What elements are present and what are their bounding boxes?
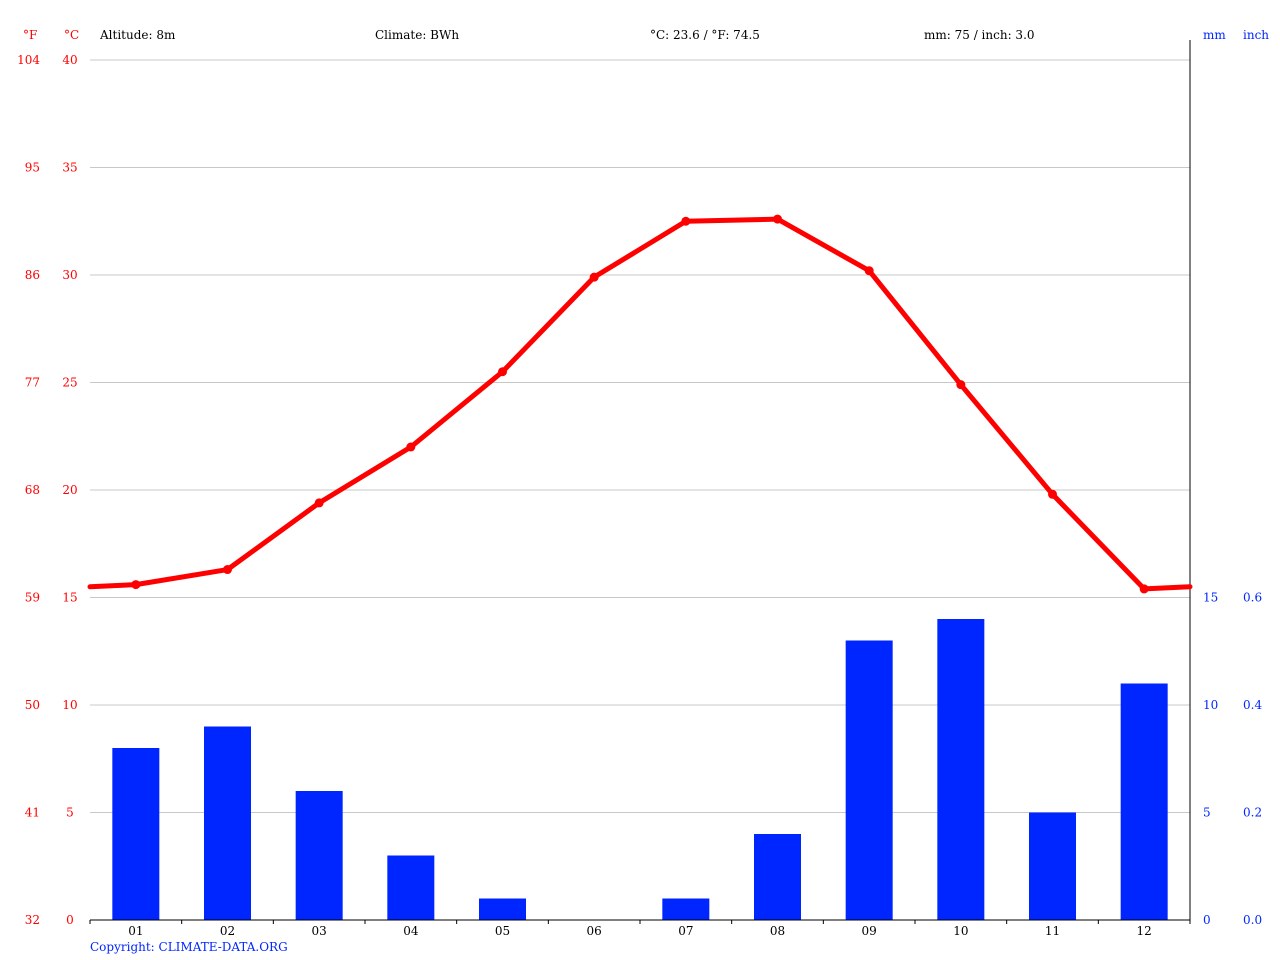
celsius-tick-label: 15 [62,591,77,605]
precipitation-bar [662,898,710,920]
celsius-tick-label: 0 [66,913,74,927]
precipitation-bar [479,898,526,920]
precipitation-bar [937,619,985,920]
temperature-point [406,442,416,452]
precipitation-bar [112,748,160,920]
copyright-text: Copyright: CLIMATE-DATA.ORG [90,940,288,954]
mm-tick-label: 15 [1203,591,1218,605]
grid-lines [90,59,1190,813]
precipitation-bar [204,726,251,920]
fahrenheit-tick-label: 50 [25,698,40,712]
fahrenheit-tick-label: 77 [25,376,40,390]
month-tick-label: 01 [128,924,143,938]
celsius-tick-label: 30 [62,268,77,282]
temperature-point [681,216,691,226]
fahrenheit-tick-label: 86 [25,268,40,282]
month-tick-label: 05 [495,924,510,938]
celsius-tick-label: 25 [62,376,77,390]
celsius-tick-label: 35 [62,161,77,175]
celsius-tick-label: 10 [62,698,77,712]
average-temperature-text: °C: 23.6 / °F: 74.5 [650,28,760,42]
precipitation-bar [1120,683,1168,920]
mm-tick-label: 5 [1203,806,1211,820]
month-tick-label: 03 [312,924,327,938]
month-tick-label: 04 [403,924,419,938]
fahrenheit-tick-label: 68 [25,483,40,497]
inch-tick-label: 0.4 [1243,698,1262,712]
month-tick-label: 06 [587,924,602,938]
temperature-point [589,272,599,282]
month-tick-label: 10 [953,924,968,938]
celsius-tick-label: 5 [66,806,74,820]
fahrenheit-tick-label: 59 [25,591,40,605]
fahrenheit-tick-label: 104 [17,53,40,67]
month-tick-label: 02 [220,924,235,938]
temperature-point [864,266,874,276]
temperature-point [223,565,232,575]
celsius-unit-label: °C [64,28,80,42]
altitude-text: Altitude: 8m [100,28,176,42]
temperature-line-path [87,216,1193,592]
precipitation-bars [112,619,1168,920]
month-tick-label: 12 [1137,924,1152,938]
month-tick-label: 07 [678,924,693,938]
temperature-point [314,498,324,508]
fahrenheit-tick-label: 41 [25,806,40,820]
precipitation-bar [845,640,893,920]
inch-tick-label: 0.6 [1243,591,1262,605]
temperature-point [956,380,966,390]
celsius-tick-label: 40 [62,53,77,67]
axes [89,40,1191,924]
celsius-tick-label: 20 [62,483,77,497]
month-tick-label: 08 [770,924,785,938]
fahrenheit-unit-label: °F [23,28,38,42]
temperature-point [498,367,507,377]
mm-tick-label: 10 [1203,698,1218,712]
inch-tick-label: 0.2 [1243,806,1262,820]
climate-text: Climate: BWh [375,28,460,42]
temperature-point [1139,584,1149,594]
precipitation-bar [295,791,343,920]
precipitation-bar [387,855,435,920]
temperature-point [131,580,141,590]
month-tick-label: 11 [1045,924,1060,938]
temperature-point [1048,489,1057,499]
temperature-point [773,214,782,224]
month-tick-label: 09 [862,924,877,938]
fahrenheit-tick-label: 95 [25,161,40,175]
inch-tick-label: 0.0 [1243,913,1262,927]
mm-tick-label: 0 [1203,913,1211,927]
precipitation-bar [754,834,801,920]
fahrenheit-tick-label: 32 [25,913,40,927]
precipitation-total-text: mm: 75 / inch: 3.0 [924,28,1035,42]
precipitation-bar [1029,812,1076,920]
mm-unit-label: mm [1203,28,1226,42]
temperature-line [87,214,1193,594]
inch-unit-label: inch [1243,28,1270,42]
